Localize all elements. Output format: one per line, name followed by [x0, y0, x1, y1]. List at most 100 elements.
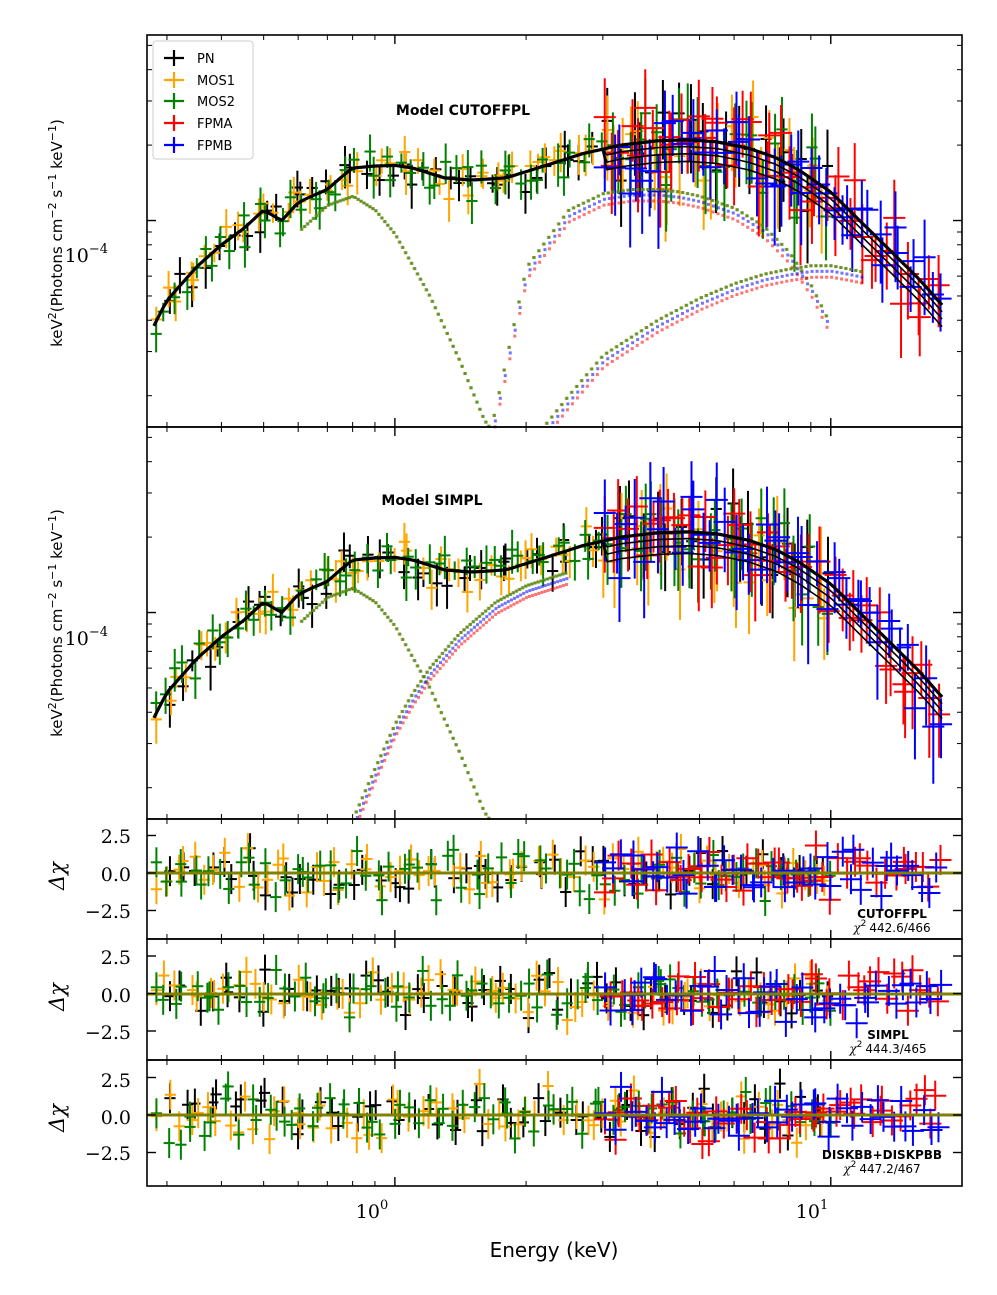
y-axis-label: Δχ [45, 982, 69, 1012]
model-component-point [540, 590, 544, 594]
model-component-point [512, 602, 516, 606]
model-component-point [543, 248, 547, 252]
model-component-point [716, 212, 720, 216]
model-component-point [810, 275, 814, 279]
legend-marker-fpma [164, 115, 184, 131]
model-component-point [785, 279, 789, 283]
model-component-point [616, 190, 620, 194]
model-component-point [775, 249, 779, 253]
model-component-point [383, 612, 387, 616]
model-component-point [373, 779, 377, 783]
model-component-point [612, 202, 616, 206]
model-component-point [543, 254, 547, 258]
model-component-point [686, 192, 690, 196]
model-component-point [475, 792, 479, 796]
model-component-point [780, 274, 784, 278]
model-component-point [710, 297, 714, 301]
model-component-point [590, 378, 594, 382]
model-component-point [353, 195, 357, 199]
spectrum-panel-simpl: Model SIMPL 10−4 keV2(Photons cm−2 s−1 k… [46, 426, 963, 820]
model-component-point [457, 639, 461, 643]
model-component-point [575, 384, 579, 388]
model-component-point [350, 587, 354, 591]
model-component-point [595, 361, 599, 365]
model-component-point [503, 379, 507, 383]
model-component-point [508, 351, 512, 355]
model-component-point [395, 732, 399, 736]
model-component-point [411, 699, 415, 703]
model-component-point [621, 189, 625, 193]
model-component-point [790, 278, 794, 282]
model-component-point [472, 620, 476, 624]
model-component-point [695, 310, 699, 314]
model-component-point [750, 288, 754, 292]
model-component-point [642, 199, 646, 203]
model-component-point [472, 631, 476, 635]
model-component-point [339, 591, 343, 595]
model-component-point [309, 219, 313, 223]
model-component-point [359, 591, 363, 595]
model-component-point [750, 217, 754, 221]
model-component-point [539, 579, 543, 583]
model-component-point [567, 220, 571, 224]
model-component-point [626, 344, 630, 348]
model-component-point [389, 227, 393, 231]
model-component-point [586, 378, 590, 382]
model-component-point [402, 715, 406, 719]
model-component-point [432, 668, 436, 672]
model-component-point [630, 347, 634, 351]
model-component-point [490, 604, 494, 608]
model-component-point [736, 219, 740, 223]
model-component-point [333, 593, 337, 597]
model-component-point [756, 231, 760, 235]
model-component-point [620, 353, 624, 357]
model-component-point [592, 196, 596, 200]
y-tick-label: 10−4 [65, 242, 108, 267]
model-component-point [794, 266, 798, 270]
model-component-point [515, 601, 519, 605]
model-component-point [518, 587, 522, 591]
model-component-point [655, 319, 659, 323]
model-component-point [570, 402, 574, 406]
model-component-point [824, 264, 828, 268]
model-component-point [551, 421, 555, 425]
model-component-point [429, 677, 433, 681]
model-component-point [775, 275, 779, 279]
model-component-point [546, 588, 550, 592]
model-component-point [442, 657, 446, 661]
model-component-point [571, 396, 575, 400]
model-component-point [437, 312, 441, 316]
model-component-point [456, 633, 460, 637]
model-component-point [830, 275, 834, 279]
model-component-point [309, 611, 313, 615]
model-component-point [701, 207, 705, 211]
model-component-point [687, 197, 691, 201]
model-component-point [592, 208, 596, 212]
model-component-point [825, 314, 829, 318]
model-total-curve [153, 148, 943, 328]
model-component-point [426, 682, 430, 686]
model-component-point [370, 786, 374, 790]
model-component-point [695, 304, 699, 308]
model-component-point [845, 278, 849, 282]
legend: PN MOS1 MOS2 FPMA FPMB [152, 40, 254, 160]
model-component-point [585, 373, 589, 377]
model-component-point [389, 745, 393, 749]
model-component-point [726, 204, 730, 208]
model-component-point [814, 264, 818, 268]
model-component-point [572, 217, 576, 221]
model-component-point [437, 704, 441, 708]
model-component-point [820, 309, 824, 313]
model-component-point [721, 202, 725, 206]
model-component-point [606, 357, 610, 361]
model-component-point [386, 223, 390, 227]
model-component-point [553, 234, 557, 238]
model-component-point [303, 617, 307, 621]
y-axis-label: Δχ [45, 861, 69, 891]
model-component-point [785, 247, 789, 251]
model-component-point [666, 189, 670, 193]
model-component-point [365, 794, 369, 798]
model-component-point [744, 278, 748, 282]
model-component-point [701, 195, 705, 199]
model-component-point [646, 187, 650, 191]
